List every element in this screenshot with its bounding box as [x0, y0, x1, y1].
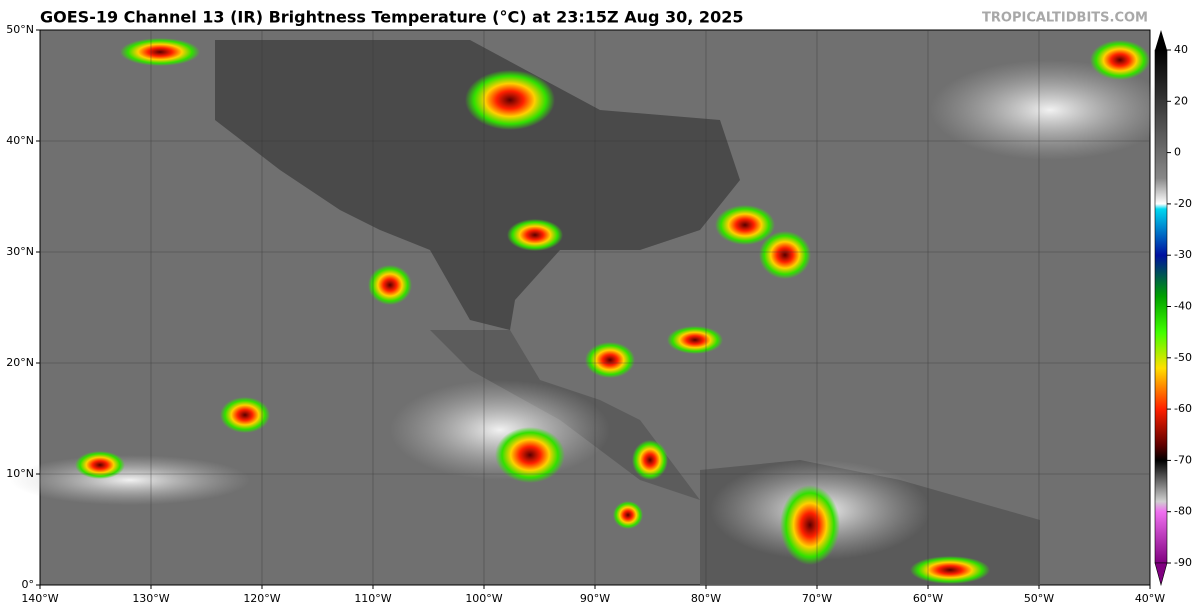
graticule [40, 30, 1150, 585]
lon-label: 40°W [1135, 592, 1165, 605]
title: GOES-19 Channel 13 (IR) Brightness Tempe… [40, 8, 743, 27]
colorbar-tick-label: -60 [1174, 402, 1192, 415]
lon-label: 120°W [243, 592, 280, 605]
lon-label: 100°W [465, 592, 502, 605]
lon-label: 140°W [21, 592, 58, 605]
lon-label: 90°W [580, 592, 610, 605]
lat-label: 0° [22, 578, 35, 591]
lat-label: 30°N [6, 245, 34, 258]
colorbar-tick-label: -20 [1174, 197, 1192, 210]
lon-label: 110°W [354, 592, 391, 605]
colorbar-tick-label: -40 [1174, 300, 1192, 313]
lon-label: 80°W [691, 592, 721, 605]
colorbar-tick-label: -90 [1174, 556, 1192, 569]
map [10, 29, 1170, 586]
colorbar-top-arrow [1155, 30, 1167, 50]
lon-label: 130°W [132, 592, 169, 605]
colorbar-tick-label: 20 [1174, 94, 1188, 107]
colorbar-bottom-arrow [1154, 562, 1168, 587]
colorbar-tick-label: 40 [1174, 43, 1188, 56]
colorbar-tick-label: 0 [1174, 146, 1181, 159]
credit: TROPICALTIDBITS.COM [982, 11, 1148, 26]
colorbar-tick-label: -80 [1174, 505, 1192, 518]
colorbar-tick-label: -30 [1174, 248, 1192, 261]
colorbar-tick-label: -70 [1174, 453, 1192, 466]
lat-label: 40°N [6, 134, 34, 147]
lon-label: 70°W [802, 592, 832, 605]
colorbar [1154, 49, 1168, 564]
lat-label: 20°N [6, 356, 34, 369]
lon-label: 50°W [1024, 592, 1054, 605]
lat-label: 10°N [6, 467, 34, 480]
lat-label: 50°N [6, 23, 34, 36]
lon-label: 60°W [913, 592, 943, 605]
colorbar-tick-label: -50 [1174, 351, 1192, 364]
